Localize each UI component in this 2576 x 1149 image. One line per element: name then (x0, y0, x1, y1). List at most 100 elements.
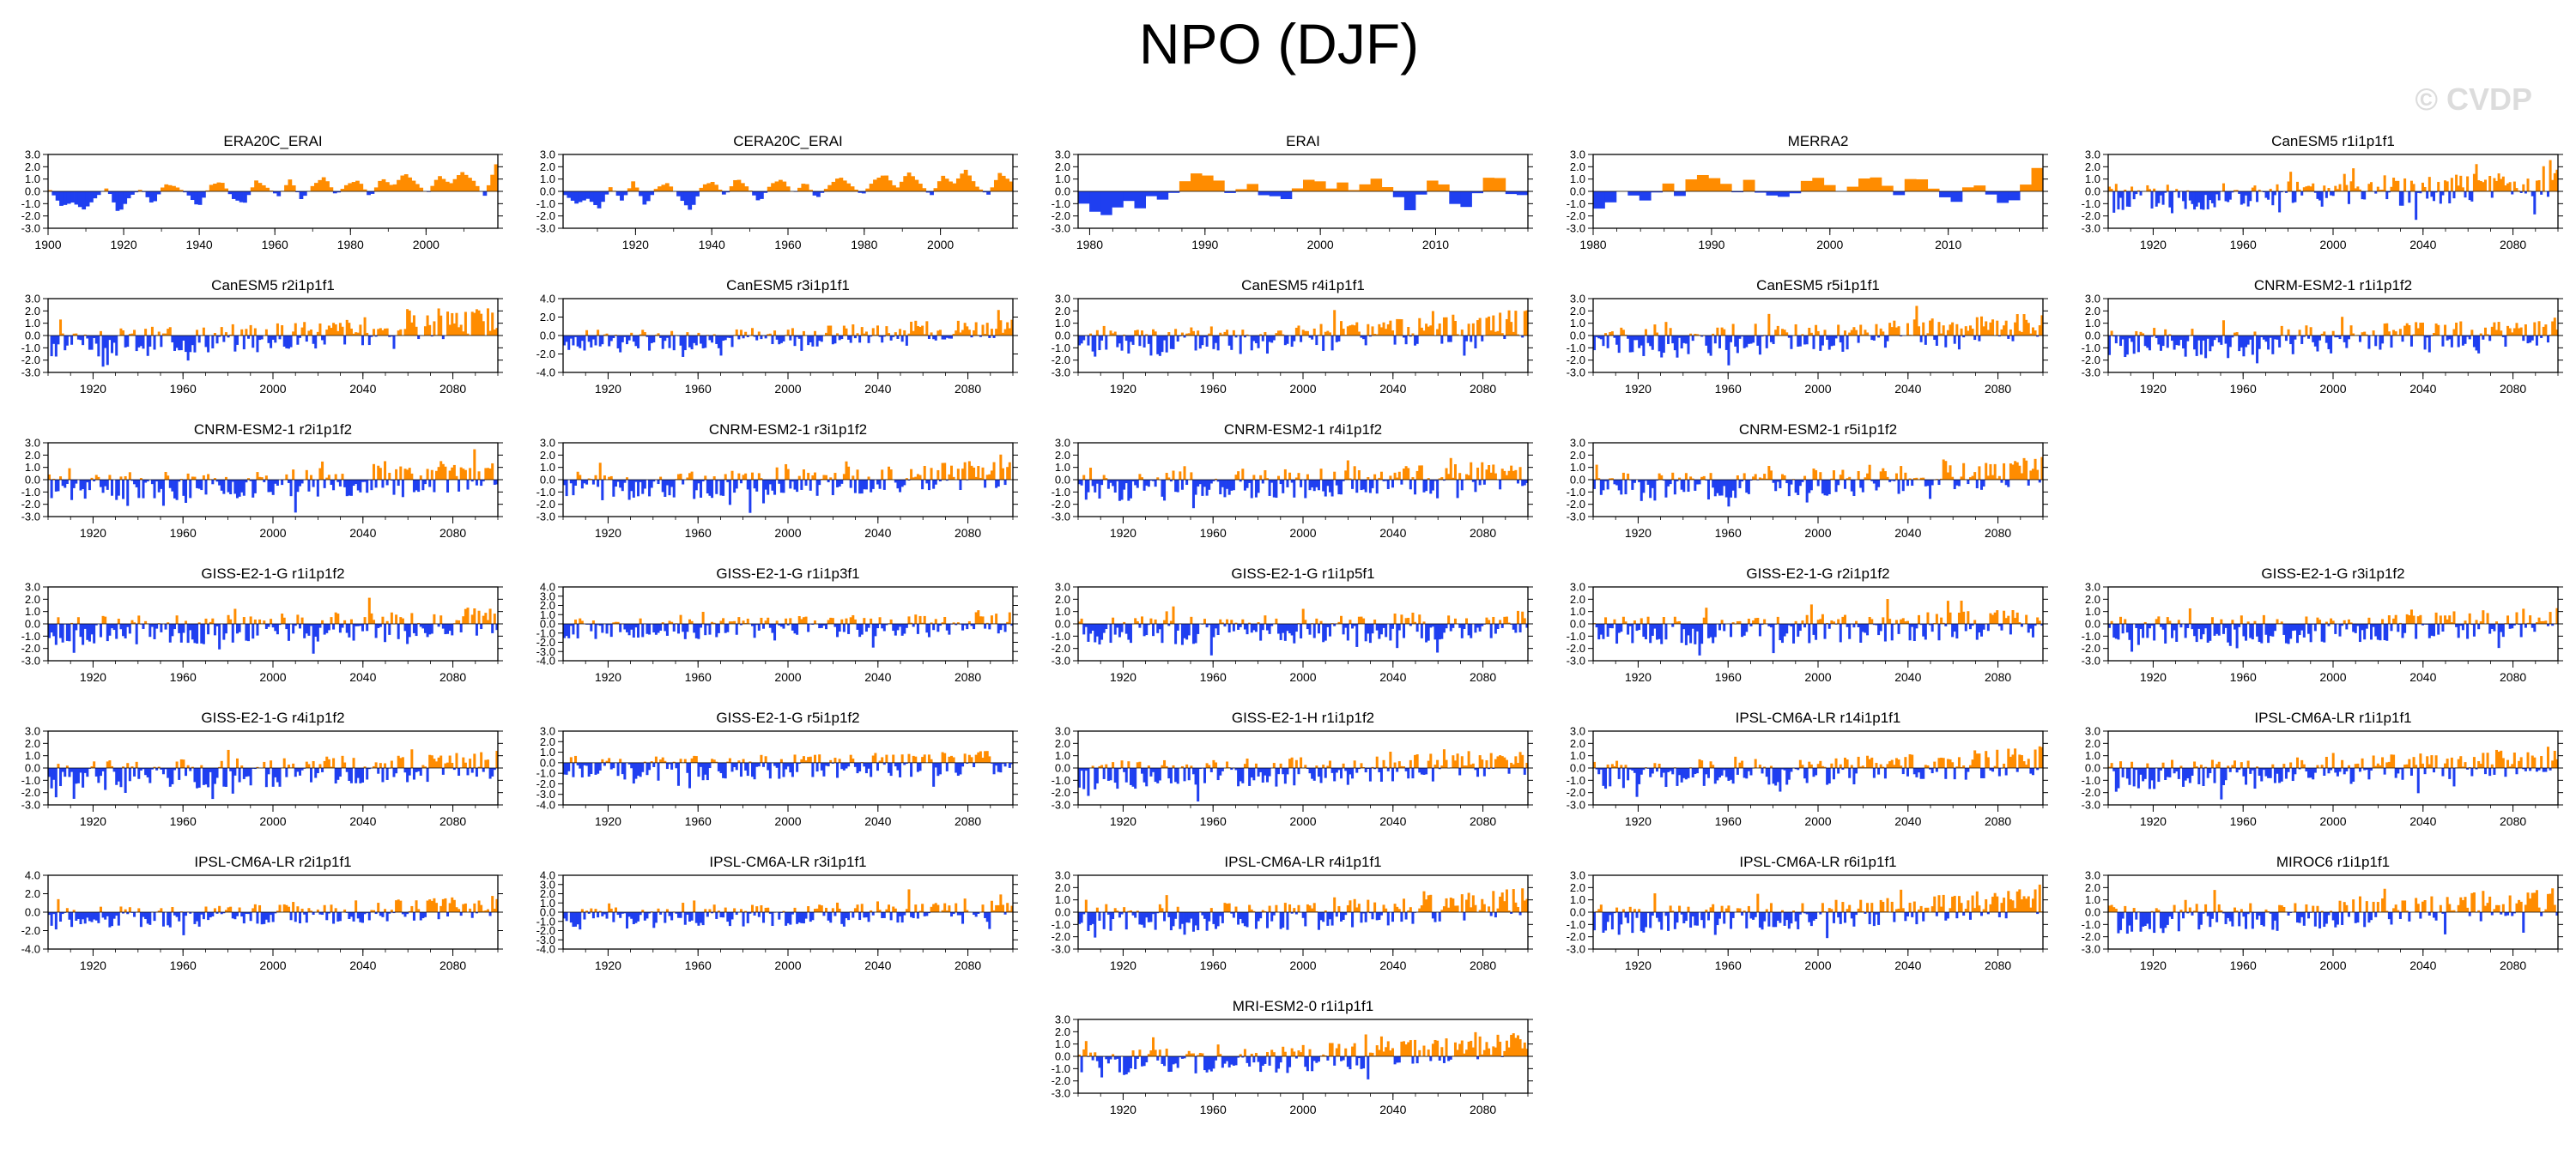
data-bar (789, 762, 792, 773)
data-bar (83, 334, 87, 336)
data-bar (2408, 615, 2411, 624)
data-bar (64, 480, 67, 488)
data-bar (1400, 480, 1403, 485)
data-bar (955, 330, 958, 336)
data-bar (1500, 469, 1504, 480)
data-bar (54, 480, 58, 492)
data-bar (753, 762, 756, 780)
data-bar (1254, 624, 1258, 632)
data-bar (896, 624, 900, 631)
data-bar (1521, 611, 1524, 624)
data-bar (570, 191, 575, 201)
data-bar (797, 616, 801, 624)
data-bar (1837, 324, 1840, 336)
data-bar (2235, 332, 2239, 336)
data-bar (2282, 624, 2286, 635)
data-bar (329, 187, 334, 191)
data-bar (1172, 765, 1175, 768)
data-bar (1846, 478, 1849, 480)
data-bar (775, 620, 779, 624)
data-bar (1783, 624, 1786, 637)
data-bar (2522, 184, 2525, 191)
data-bar (945, 762, 949, 771)
data-bar (918, 762, 922, 771)
data-bar (482, 480, 485, 481)
x-tick-label: 1920 (2140, 382, 2167, 396)
data-bar (2472, 336, 2476, 348)
data-bar (714, 184, 718, 191)
data-bar (2542, 326, 2545, 336)
y-tick-label: 0.0 (25, 330, 40, 342)
data-bar (579, 618, 582, 624)
data-bar (101, 336, 105, 367)
data-bar (563, 624, 567, 638)
y-tick-label: -2.0 (536, 636, 555, 649)
data-bar (1403, 336, 1406, 338)
data-bar (899, 329, 902, 336)
data-bar (289, 336, 293, 348)
data-bar (831, 762, 834, 764)
y-tick-label: -2.0 (1052, 354, 1070, 366)
data-bar (2173, 191, 2176, 192)
data-bar (2125, 624, 2129, 633)
y-tick-label: -1.0 (2082, 342, 2100, 354)
data-bar (793, 336, 797, 347)
data-bar (2177, 620, 2180, 624)
data-bar (591, 480, 595, 485)
x-tick-label: 1920 (1625, 382, 1652, 396)
data-bar (2464, 620, 2467, 624)
data-bar (757, 762, 761, 767)
data-bar (1078, 768, 1082, 788)
data-bar (845, 328, 848, 336)
data-bar (2551, 321, 2555, 336)
data-bar (1852, 624, 1856, 628)
data-bar (569, 624, 573, 626)
data-bar (1143, 336, 1146, 348)
data-bar (688, 762, 691, 789)
data-bar (1143, 480, 1146, 491)
data-bar (1815, 624, 1818, 640)
data-bar (955, 762, 958, 773)
data-bar (122, 766, 125, 768)
data-bar (760, 617, 763, 624)
data-bar (252, 624, 255, 639)
data-bar (274, 336, 277, 343)
panel-title: CNRM-ESM2-1 r3i1p1f2 (709, 421, 867, 438)
data-bar (458, 480, 461, 492)
data-bar (168, 768, 172, 787)
data-bar (623, 762, 627, 780)
data-bar (239, 191, 244, 203)
data-bar (1930, 480, 1934, 486)
data-bar (1973, 620, 1977, 624)
data-bar (220, 480, 223, 491)
data-bar (1882, 617, 1885, 624)
data-bar (755, 762, 759, 767)
data-bar (1894, 327, 1898, 336)
data-bar (892, 754, 895, 763)
data-bar (156, 191, 161, 195)
data-bar (2204, 624, 2208, 629)
data-bar (473, 312, 476, 336)
data-bar (1427, 326, 1430, 336)
data-bar (1167, 768, 1171, 779)
data-bar (2468, 336, 2471, 340)
data-bar (2000, 480, 2003, 483)
data-bar (719, 620, 723, 624)
data-bar (950, 336, 954, 339)
data-bar (284, 184, 288, 191)
data-bar (2461, 624, 2464, 631)
data-bar (384, 461, 387, 480)
data-bar (704, 475, 707, 480)
data-bar (990, 762, 993, 764)
data-bar (1798, 336, 1802, 347)
data-bar (126, 191, 131, 199)
data-bar (1841, 616, 1845, 624)
data-bar (1095, 330, 1099, 336)
data-bar (1294, 327, 1298, 336)
data-bar (1297, 623, 1300, 624)
data-bar (973, 762, 976, 768)
data-bar (569, 336, 573, 339)
data-bar (1496, 624, 1500, 629)
data-bar (1609, 478, 1612, 480)
data-bar (825, 762, 828, 766)
